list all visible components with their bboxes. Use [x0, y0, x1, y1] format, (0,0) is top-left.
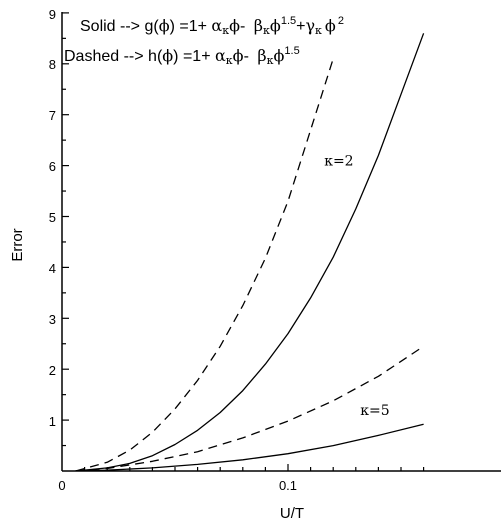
y-tick-label-5: 5 — [49, 210, 56, 225]
series-line-1 — [75, 33, 425, 471]
x-axis-title: U/T — [280, 505, 304, 522]
y-tick-label-3: 3 — [49, 312, 56, 327]
ticks-layer — [62, 12, 425, 471]
y-tick-label-4: 4 — [49, 261, 56, 276]
y-tick-label-7: 7 — [49, 108, 56, 123]
x-tick-label-1: 0.1 — [279, 478, 297, 493]
series-line-2 — [75, 345, 424, 471]
y-tick-label-2: 2 — [49, 363, 56, 378]
x-tick-label-0: 0 — [58, 478, 65, 493]
series-line-3 — [75, 423, 424, 471]
curve-label-kappa-2: κ=2 — [324, 154, 353, 170]
series-layer — [75, 33, 425, 471]
y-tick-label-9: 9 — [49, 7, 56, 22]
y-axis-title: Error — [9, 228, 26, 261]
legend-dashed-text: Dashed --> h(ϕ) =1+ ακϕ- βκϕ1.5 — [64, 45, 300, 67]
y-tick-label-6: 6 — [49, 159, 56, 174]
legend-solid-text: Solid --> g(ϕ) =1+ ακϕ- βκϕ1.5+γκ ϕ 2 — [80, 15, 344, 37]
y-tick-label-8: 8 — [49, 57, 56, 72]
series-line-0 — [75, 58, 334, 471]
y-tick-label-1: 1 — [49, 414, 56, 429]
curve-label-kappa-5: κ=5 — [360, 403, 389, 419]
